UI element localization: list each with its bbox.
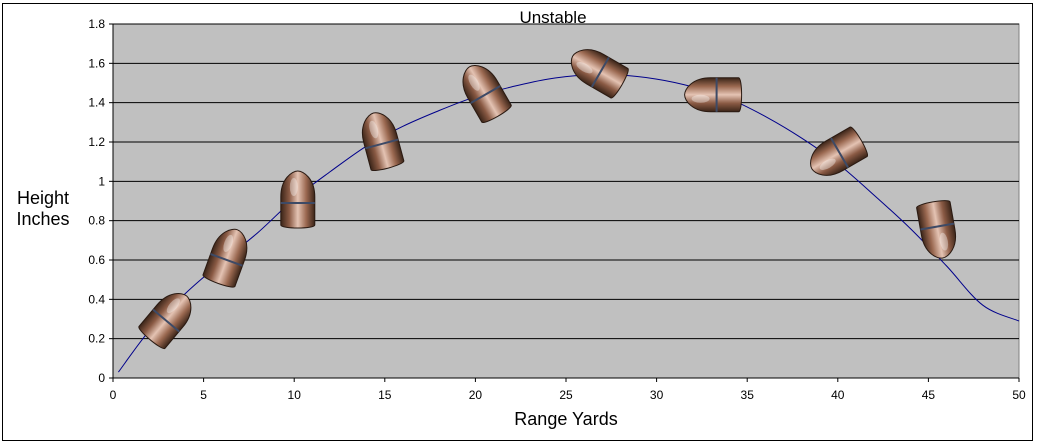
- y-tick-label: 0.6: [88, 253, 105, 267]
- y-axis-title-line1: Height: [17, 188, 69, 208]
- y-tick-label: 0.8: [88, 214, 105, 228]
- y-tick-label: 1.8: [88, 17, 105, 31]
- chart-title: Unstable: [519, 8, 586, 27]
- x-tick-label: 40: [831, 388, 845, 402]
- x-tick-label: 35: [741, 388, 755, 402]
- y-tick-label: 0.4: [88, 292, 105, 306]
- bullet-icon: [462, 65, 512, 123]
- x-tick-label: 30: [650, 388, 664, 402]
- y-tick-labels: 0 0.2 0.4 0.6 0.8 1 1.2 1.4 1.6 1.8: [88, 17, 105, 385]
- bullet-icon: [684, 77, 743, 113]
- bullet-icon: [202, 228, 248, 288]
- y-tick-label: 0: [98, 371, 105, 385]
- y-tick-label: 1: [98, 174, 105, 188]
- axes: [112, 24, 1019, 379]
- x-tick-label: 20: [469, 388, 483, 402]
- series-line: [118, 74, 1020, 373]
- bullet-icon: [570, 49, 629, 99]
- x-axis-title: Range Yards: [514, 409, 617, 429]
- gridlines: [109, 23, 1020, 382]
- y-tick-label: 1.6: [88, 56, 105, 70]
- bullet-icon: [280, 170, 316, 229]
- x-tick-label: 10: [288, 388, 302, 402]
- bullet-icon: [810, 126, 868, 176]
- x-tick-label: 50: [1012, 388, 1026, 402]
- x-tick-labels: 0 5 10 15 20 25 30 35 40 45 50: [110, 388, 1026, 402]
- plot-area: [112, 23, 1020, 379]
- y-tick-label: 1.2: [88, 135, 105, 149]
- bullet-images: [138, 49, 957, 349]
- bullet-icon: [361, 112, 405, 171]
- x-tick-label: 25: [559, 388, 573, 402]
- x-tick-label: 0: [110, 388, 117, 402]
- bullet-icon: [916, 200, 957, 259]
- y-tick-label: 0.2: [88, 332, 105, 346]
- x-tick-label: 15: [378, 388, 392, 402]
- x-tick-label: 45: [922, 388, 936, 402]
- y-axis-title-line2: Inches: [16, 209, 69, 229]
- bullet-icon: [138, 293, 192, 349]
- y-tick-label: 1.4: [88, 96, 105, 110]
- x-tick-label: 5: [200, 388, 207, 402]
